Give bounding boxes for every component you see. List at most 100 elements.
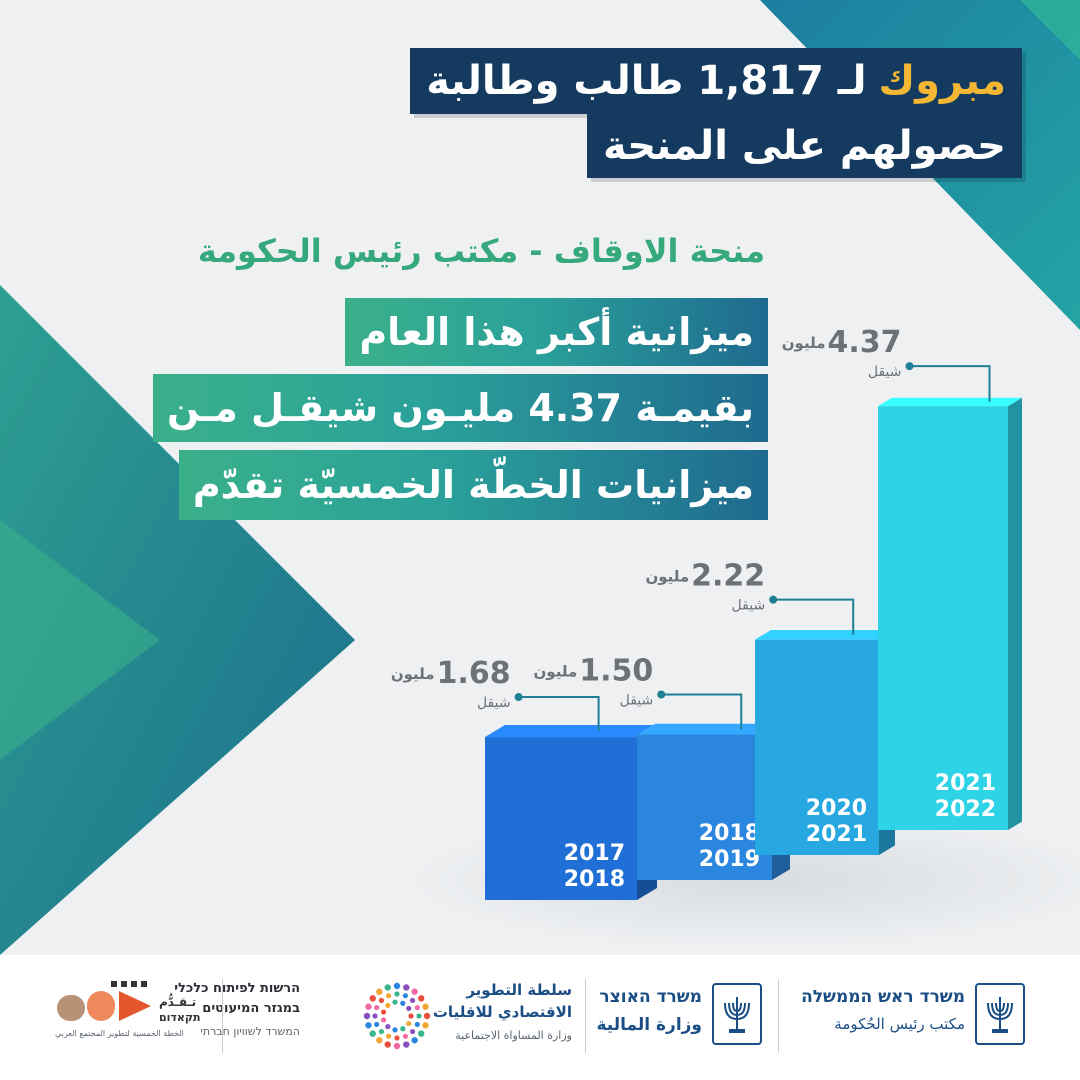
- unit-label-million: مليون: [645, 568, 689, 586]
- category-label: 2019: [699, 847, 760, 872]
- logo-dot: [418, 1030, 425, 1037]
- unit-label-shekel: شيقل: [620, 693, 654, 709]
- logo-dot: [406, 1005, 412, 1012]
- takadum-tagline: الخطة الخمسية لتطوير المجتمع العربي: [55, 1029, 184, 1038]
- bar-top-3: [878, 397, 1022, 407]
- logo-dot: [409, 997, 416, 1004]
- logo-dot: [403, 984, 410, 991]
- logo-dot: [378, 997, 385, 1004]
- pmo-hebrew-name: משרד ראש הממשלה: [801, 987, 965, 1007]
- logo-dot: [369, 995, 376, 1002]
- category-label: 2018: [564, 867, 625, 892]
- logo-dot: [372, 1013, 378, 1019]
- header-line-2-text: حصولهم على المنحة: [602, 123, 1006, 169]
- authority-logo-block: سلطة التطوير الاقتصادي للاقليات وزارة ال…: [362, 977, 572, 1057]
- headline-line-1-text: ميزانية أكبر هذا العام: [359, 310, 754, 354]
- leader-dot-3: [905, 362, 914, 371]
- logo-dot: [414, 1004, 420, 1011]
- minorities-line-1: הרשות לפיתוח כלכלי: [174, 981, 300, 996]
- value-label: 2.22: [691, 559, 765, 594]
- logo-dot: [403, 1041, 410, 1048]
- category-label: 2022: [935, 797, 996, 822]
- takadum-logo-icon: [57, 981, 151, 1021]
- logo-dot: [365, 1022, 372, 1029]
- bar-side-3: [1008, 397, 1022, 830]
- leader-dot-1: [657, 690, 666, 699]
- logo-dot: [406, 1020, 412, 1027]
- unit-label-shekel: شيقل: [477, 695, 511, 711]
- unit-label-million: مليون: [782, 334, 826, 352]
- takadum-arabic: تـقـدُّم: [159, 995, 197, 1009]
- logo-dot: [414, 1021, 420, 1028]
- value-label: 1.68: [437, 656, 511, 691]
- footer-logos: משרד ראש הממשלה مكتب رئيس الحُكومة משרד …: [0, 955, 1080, 1080]
- pmo-arabic-name: مكتب رئيس الحُكومة: [834, 1015, 965, 1033]
- headline-line-1: ميزانية أكبر هذا العام: [345, 298, 768, 366]
- takadum-logo-block: تـقـدُّم תקאדום الخطة الخمسية لتطوير الم…: [55, 977, 205, 1057]
- logo-dot: [393, 982, 401, 990]
- bar-top-2: [755, 630, 895, 640]
- logo-dot: [418, 995, 425, 1002]
- logo-dot: [409, 1028, 416, 1035]
- leader-dot-2: [769, 595, 778, 604]
- logo-dot: [400, 1000, 406, 1006]
- unit-label-shekel: شيقل: [732, 598, 766, 614]
- logo-dot: [416, 1013, 422, 1019]
- category-label: 2020: [806, 796, 867, 821]
- headline-line-3: ميزانيات الخطّة الخمسيّة تقدّم: [178, 450, 768, 520]
- headline-line-2-text: بقيمـة 4.37 مليـون شيقـل مـن: [167, 386, 754, 430]
- category-label: 2021: [806, 822, 867, 847]
- unit-label-million: مليون: [534, 663, 578, 681]
- bar-3: [878, 406, 1008, 830]
- category-label: 2017: [564, 841, 625, 866]
- value-label: 4.37: [827, 325, 901, 360]
- logo-dot: [374, 1004, 380, 1011]
- logo-dot: [365, 1003, 372, 1010]
- authority-line-3: وزارة المساواة الاجتماعية: [455, 1029, 572, 1042]
- value-label: 1.50: [579, 654, 653, 689]
- dotted-circle-logo-icon: [363, 982, 431, 1050]
- authority-line-2: الاقتصادي للاقليات: [432, 1003, 572, 1021]
- minorities-logo-block: הרשות לפיתוח כלכלי במגזר המיעוטים המשרד …: [170, 977, 300, 1057]
- treasury-logo-block: משרד האוצר وزارة المالية: [592, 977, 762, 1057]
- category-label: 2021: [935, 771, 996, 796]
- bar-top-0: [485, 725, 657, 738]
- leader-line-3: [909, 365, 991, 402]
- logo-dot: [422, 1003, 429, 1010]
- logo-dot: [411, 988, 418, 995]
- treasury-arabic-name: وزارة المالية: [596, 1015, 702, 1035]
- authority-line-1: سلطة التطوير: [466, 981, 572, 999]
- logo-dot: [376, 988, 383, 995]
- logo-dot: [408, 1013, 414, 1019]
- menorah-emblem-icon: [712, 983, 762, 1045]
- bar-1: [637, 734, 772, 880]
- logo-dot: [384, 984, 391, 991]
- takadum-hebrew: תקאדום: [159, 1011, 201, 1024]
- logo-dot: [369, 1030, 376, 1037]
- logo-dot: [422, 1022, 429, 1029]
- footer-divider: [778, 979, 779, 1053]
- footer-divider: [222, 979, 223, 1053]
- bar-2: [755, 639, 879, 855]
- logo-dot: [400, 1026, 406, 1032]
- bar-0: [485, 737, 637, 900]
- logo-dot: [385, 1033, 392, 1039]
- header-highlight: مبروك: [878, 58, 1007, 104]
- logo-dot: [384, 1041, 391, 1048]
- subtitle: منحة الاوقاف - مكتب رئيس الحكومة: [197, 232, 765, 270]
- logo-dot: [402, 993, 409, 999]
- headline-line-3-text: ميزانيات الخطّة الخمسيّة تقدّم: [192, 463, 754, 507]
- logo-dot: [380, 1017, 387, 1023]
- logo-dot: [394, 991, 400, 997]
- logo-dot: [402, 1033, 409, 1039]
- category-label: 2018: [699, 821, 760, 846]
- minorities-line-3: המשרד לשוויון חברתי: [200, 1025, 300, 1038]
- footer-divider: [585, 979, 586, 1053]
- logo-dot: [385, 1002, 391, 1009]
- menorah-emblem-icon: [975, 983, 1025, 1045]
- logo-dot: [392, 1027, 398, 1033]
- leader-dot-0: [514, 693, 523, 702]
- logo-dot: [423, 1012, 431, 1020]
- logo-dot: [378, 1028, 385, 1035]
